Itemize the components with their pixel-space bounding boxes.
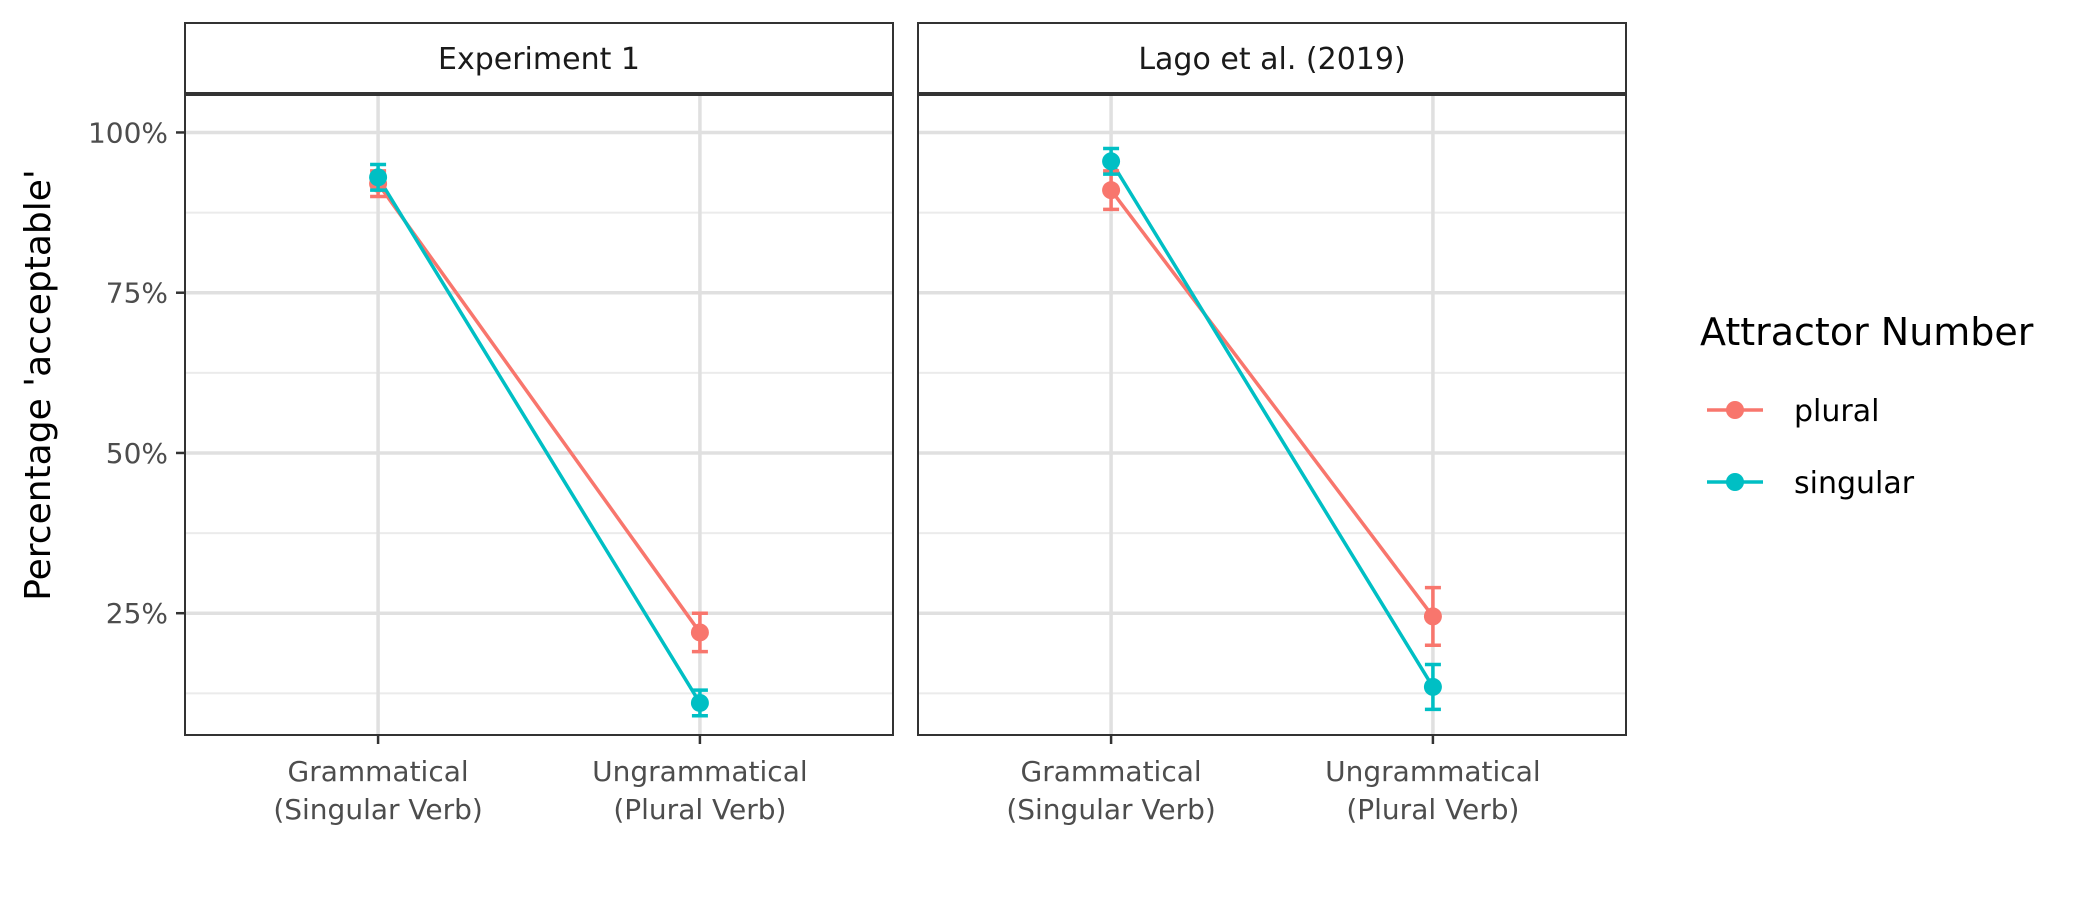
panel-background — [918, 94, 1626, 735]
y-axis-title: Percentage 'acceptable' — [18, 169, 59, 601]
y-tick-label: 50% — [106, 437, 168, 470]
panel: Lago et al. (2019) Grammatical (Singular V… — [917, 22, 1627, 826]
y-tick-label: 25% — [106, 597, 168, 630]
x-tick-label: Ungrammatical (Plural Verb) — [1325, 755, 1540, 826]
series-line-plural — [1109, 189, 1435, 618]
series-line-singular — [376, 176, 702, 704]
legend: Attractor Number plural singular — [1700, 310, 2034, 501]
data-point-plural — [690, 623, 709, 642]
facet-strip — [917, 22, 1627, 95]
legend-label-plural: plural — [1794, 394, 1879, 429]
data-point-singular — [369, 168, 388, 187]
y-tick-label: 75% — [106, 277, 168, 310]
legend-label-singular: singular — [1794, 466, 1915, 501]
x-tick-label-line: (Singular Verb) — [273, 793, 483, 826]
facet-strip-label: Lago et al. (2019) — [1138, 42, 1405, 77]
x-tick-label: Grammatical (Singular Verb) — [273, 755, 483, 826]
series-line-singular — [1109, 160, 1435, 688]
x-tick-label-line: (Singular Verb) — [1006, 793, 1216, 826]
data-point-plural — [1102, 181, 1121, 200]
legend-title: Attractor Number — [1700, 310, 2034, 354]
x-tick-label-line: (Plural Verb) — [1346, 793, 1519, 826]
data-point-singular — [690, 693, 709, 712]
facet-panels: Experiment 1 Grammatical (Singular Verb) Un… — [88, 22, 1627, 826]
data-point-singular — [1102, 152, 1121, 171]
facet-strip — [184, 22, 894, 95]
data-point-plural — [1423, 607, 1442, 626]
panel: Experiment 1 Grammatical (Singular Verb) Un… — [88, 22, 894, 826]
series-line-plural — [376, 182, 702, 634]
x-tick-label-line: Ungrammatical — [1325, 755, 1540, 788]
x-tick-label: Grammatical (Singular Verb) — [1006, 755, 1216, 826]
x-tick-label-line: Grammatical — [1021, 755, 1202, 788]
legend-key-point-plural — [1726, 401, 1744, 419]
y-tick-label: 100% — [88, 116, 168, 149]
x-tick-label-line: (Plural Verb) — [613, 793, 786, 826]
legend-key-point-singular — [1726, 473, 1744, 491]
data-point-singular — [1423, 677, 1442, 696]
x-tick-label-line: Grammatical — [288, 755, 469, 788]
x-tick-label-line: Ungrammatical — [592, 755, 807, 788]
panel-background — [185, 94, 893, 735]
x-tick-label: Ungrammatical (Plural Verb) — [592, 755, 807, 826]
facet-strip-label: Experiment 1 — [438, 42, 640, 77]
